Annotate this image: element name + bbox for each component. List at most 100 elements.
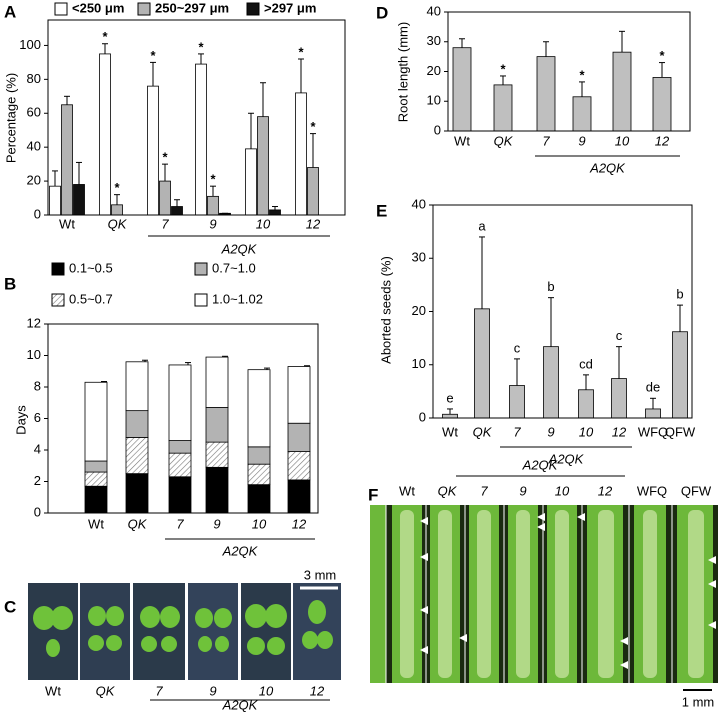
y-tick-label: 20 <box>412 303 426 318</box>
x-tick-label: Wt <box>442 424 458 439</box>
y-tick-label: 80 <box>27 71 41 86</box>
legend-swatch <box>54 2 68 16</box>
photo-label: 9 <box>209 683 216 698</box>
significance-label: c <box>514 340 521 355</box>
bar-segment <box>287 366 311 424</box>
photo-label: QK <box>438 483 458 498</box>
significance-label: c <box>616 328 623 343</box>
x-tick-label: 9 <box>209 216 216 231</box>
significance-label: * <box>500 61 506 76</box>
bar <box>572 96 592 132</box>
y-axis-title: Aborted seeds (%) <box>378 256 393 364</box>
bar <box>307 167 319 216</box>
bar-segment <box>125 361 149 412</box>
photo-label: 10 <box>555 483 570 498</box>
x-tick-label: 10 <box>615 133 630 148</box>
x-tick-label: 9 <box>213 516 220 531</box>
bar <box>612 51 632 132</box>
bar <box>171 206 183 216</box>
bar <box>536 56 556 132</box>
plot-frame <box>432 204 693 419</box>
x-tick-label: 10 <box>256 216 271 231</box>
bar <box>509 385 525 419</box>
y-tick-label: 40 <box>412 196 426 211</box>
photo-label: QK <box>96 683 116 698</box>
panel-letter: D <box>376 3 388 22</box>
legend-swatch <box>51 293 65 307</box>
significance-label: e <box>446 390 453 405</box>
bar <box>493 84 513 132</box>
bar <box>672 331 688 419</box>
y-tick-label: 2 <box>34 473 41 488</box>
bar <box>543 346 559 419</box>
y-tick-label: 40 <box>427 3 441 18</box>
group-label: A2QK <box>522 457 559 472</box>
bar-segment <box>84 381 108 462</box>
bar <box>99 53 111 216</box>
x-tick-label: 12 <box>306 216 321 231</box>
bar <box>578 389 594 419</box>
y-tick-label: 20 <box>427 63 441 78</box>
y-tick-label: 0 <box>419 409 426 424</box>
photo-label: WFQ <box>637 483 667 498</box>
bar-segment <box>247 446 271 465</box>
group-label: A2QK <box>589 160 626 175</box>
silique-photo <box>370 505 718 691</box>
bar-segment <box>205 407 229 443</box>
bar <box>159 180 171 216</box>
legend-swatch <box>137 2 151 16</box>
y-axis-title: Root length (mm) <box>395 22 410 122</box>
bar-segment <box>125 473 149 514</box>
photo-label: 10 <box>259 683 274 698</box>
bar-segment <box>287 451 311 481</box>
bar-segment <box>125 436 149 475</box>
bar-segment <box>287 479 311 514</box>
y-tick-label: 60 <box>27 105 41 120</box>
bar <box>61 104 73 216</box>
x-tick-label: Wt <box>88 516 104 531</box>
bar-segment <box>287 422 311 452</box>
bar <box>611 378 627 419</box>
legend-swatch <box>194 262 208 276</box>
plot-frame <box>47 19 346 216</box>
plot-frame <box>47 323 319 514</box>
photo-label: 12 <box>310 683 325 698</box>
scale-label: 3 mm <box>304 567 337 582</box>
group-label: A2QK <box>222 543 259 558</box>
significance-label: de <box>646 380 660 395</box>
x-tick-label: 7 <box>161 216 169 231</box>
legend-label: 0.7~1.0 <box>212 260 256 275</box>
x-tick-label: 7 <box>513 424 521 439</box>
y-axis-title: Percentage (%) <box>3 73 18 163</box>
seedling-photos <box>28 583 341 680</box>
x-tick-label: 12 <box>612 424 627 439</box>
bar <box>257 116 269 216</box>
legend-label: 1.0~1.02 <box>212 291 263 306</box>
x-tick-label: QFW <box>665 424 696 439</box>
y-tick-label: 6 <box>34 410 41 425</box>
bar <box>245 148 257 216</box>
significance-label: * <box>579 67 585 82</box>
bar-segment <box>125 410 149 438</box>
legend-swatch <box>194 293 208 307</box>
x-tick-label: QK <box>494 133 514 148</box>
y-tick-label: 30 <box>427 33 441 48</box>
significance-label: * <box>102 29 108 44</box>
legend-label: >297 μm <box>264 0 316 15</box>
significance-label: * <box>114 180 120 195</box>
x-tick-label: QK <box>128 516 148 531</box>
x-tick-label: QK <box>108 216 128 231</box>
legend-label: <250 μm <box>72 0 124 15</box>
panel-letter: C <box>4 597 16 616</box>
bar-segment <box>247 484 271 514</box>
legend-swatch <box>51 262 65 276</box>
x-tick-label: 9 <box>547 424 554 439</box>
bar-segment <box>168 440 192 454</box>
y-tick-label: 0 <box>34 206 41 221</box>
panel-letter: B <box>4 274 16 293</box>
significance-label: * <box>162 150 168 165</box>
significance-label: b <box>676 287 683 302</box>
x-tick-label: 12 <box>655 133 670 148</box>
photo-label: 9 <box>519 483 526 498</box>
